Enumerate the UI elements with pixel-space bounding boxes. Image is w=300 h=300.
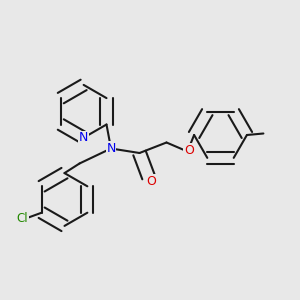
Text: Cl: Cl	[16, 212, 28, 225]
Text: N: N	[79, 131, 88, 144]
Text: N: N	[106, 142, 116, 155]
Text: O: O	[184, 143, 194, 157]
Text: O: O	[147, 175, 156, 188]
